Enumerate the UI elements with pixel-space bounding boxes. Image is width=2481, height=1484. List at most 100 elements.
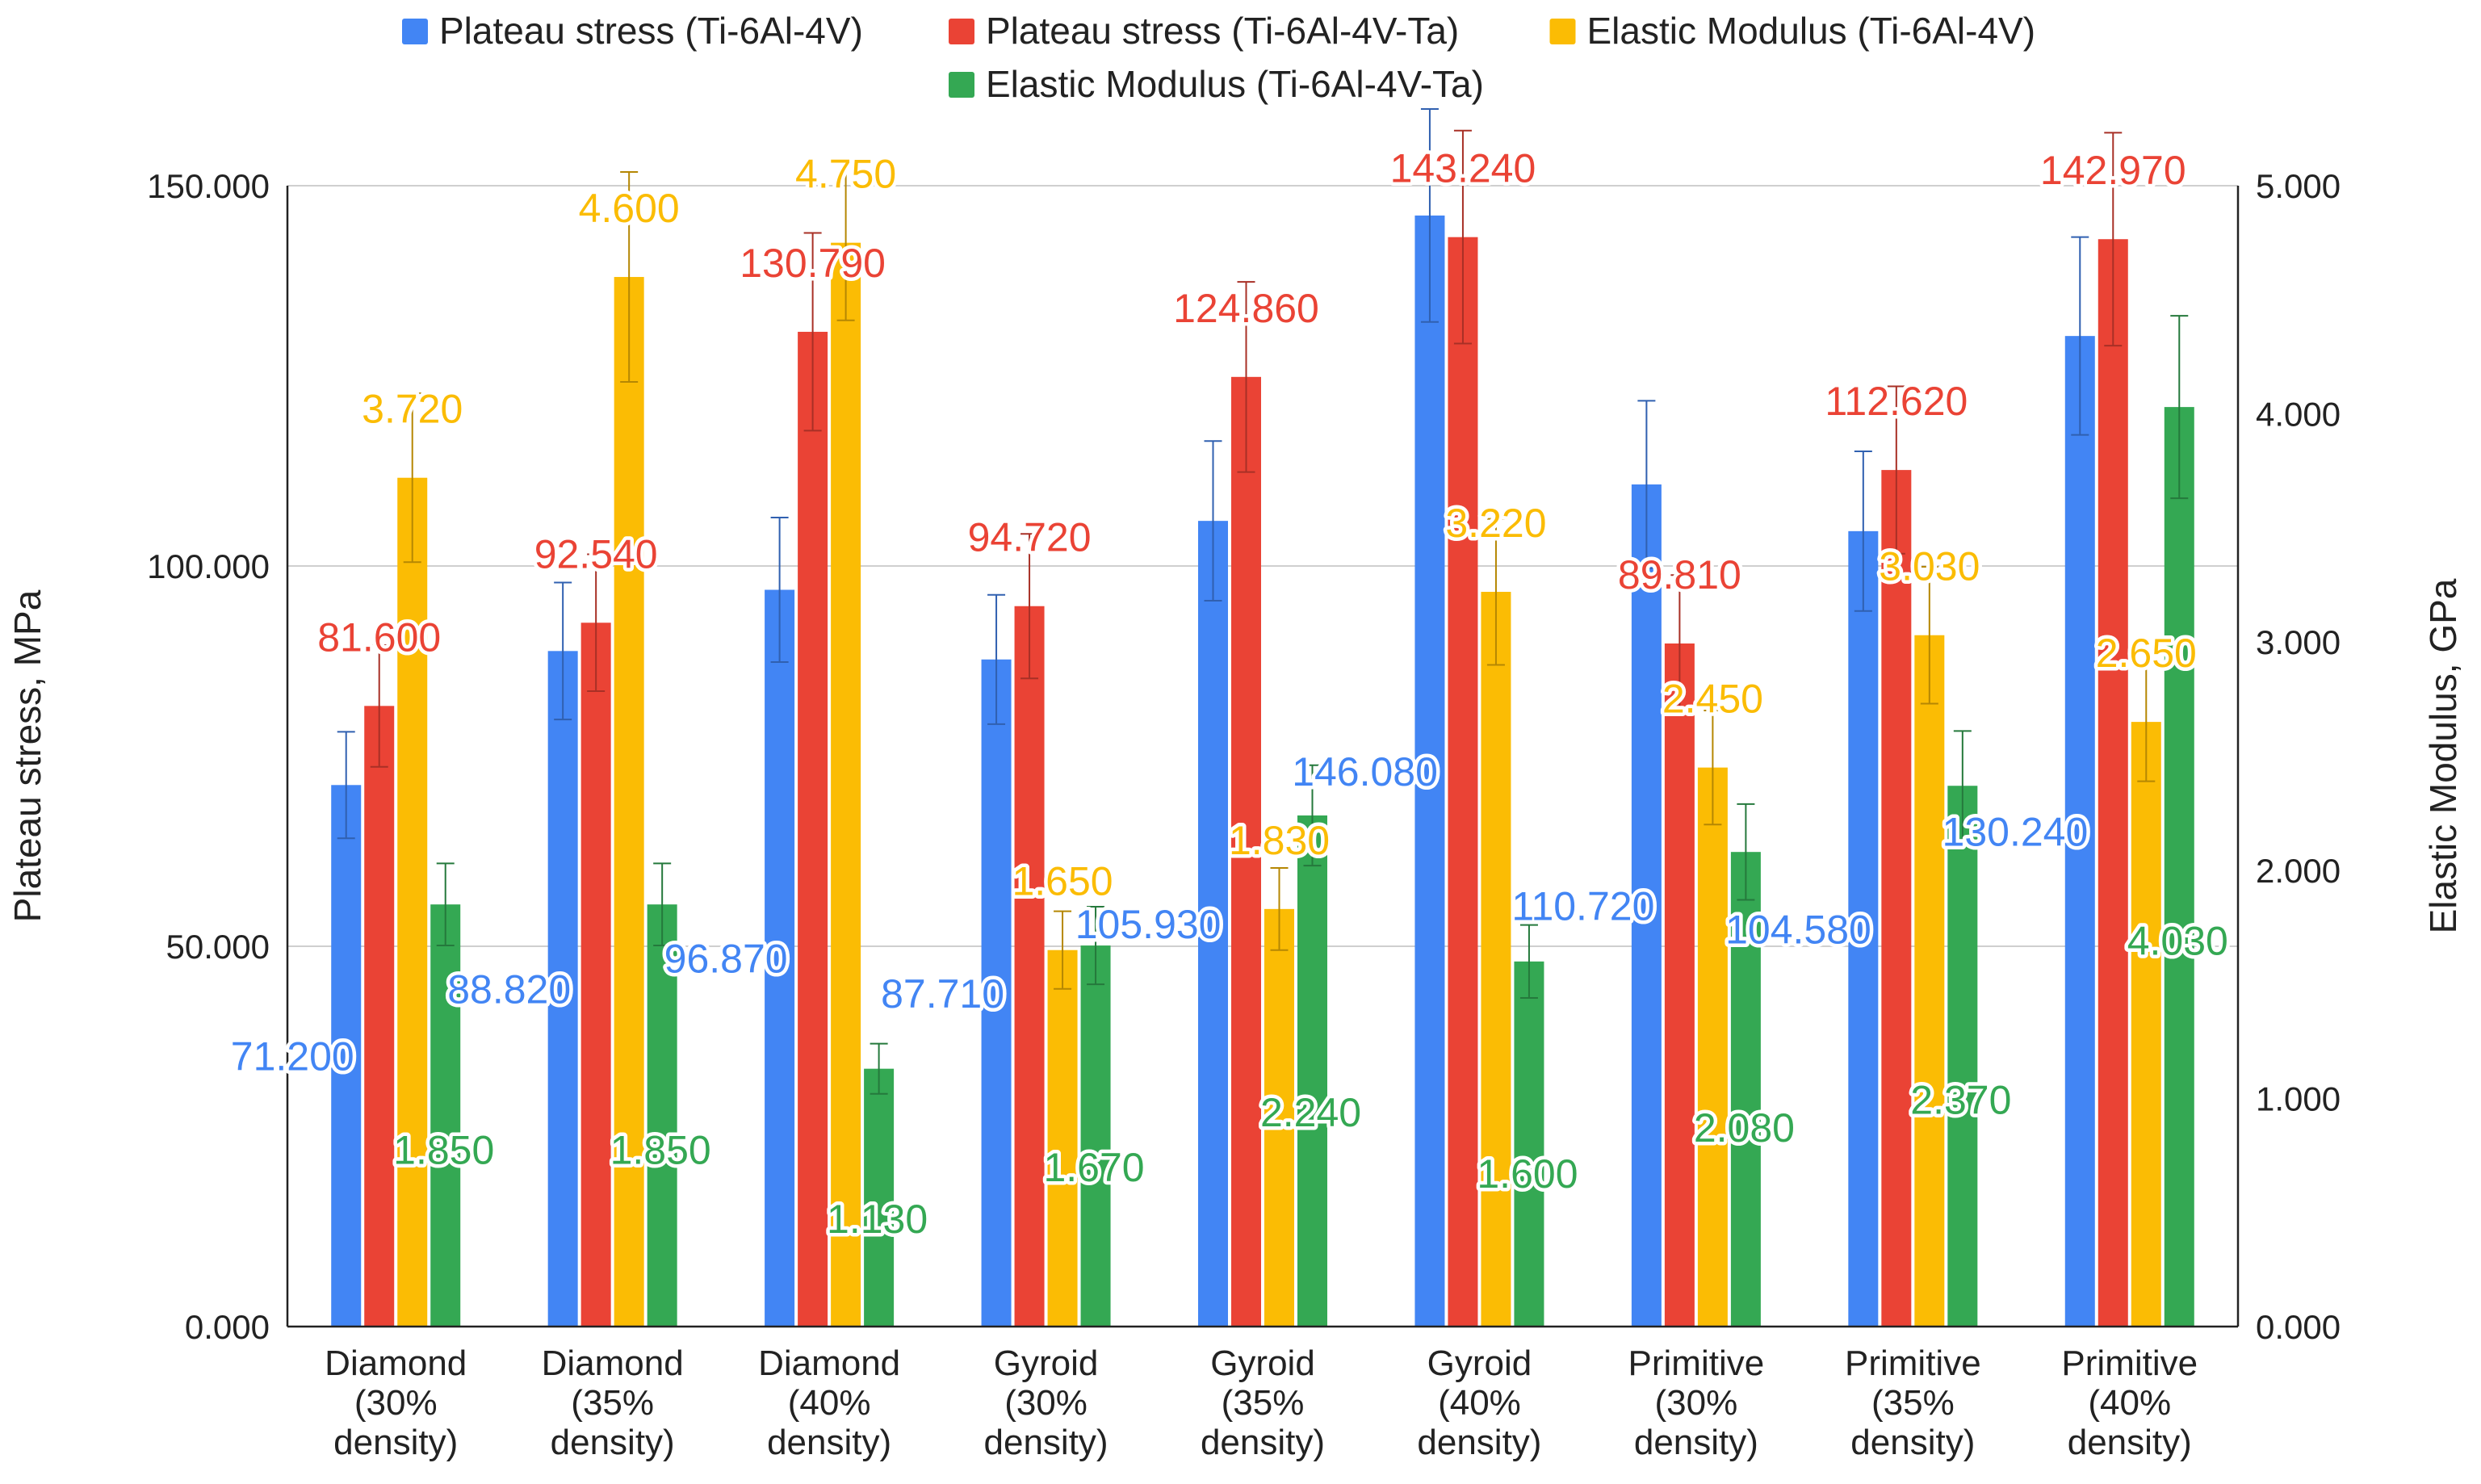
bar — [798, 331, 828, 1327]
y2-tick-label: 3.000 — [2256, 623, 2341, 661]
bar — [1198, 521, 1228, 1327]
data-label: 143.240 — [1390, 146, 1536, 191]
data-label: 88.820 — [447, 967, 571, 1012]
data-label: 105.930 — [1075, 902, 1222, 947]
legend-entry: Plateau stress (Ti-6Al-4V) — [439, 10, 863, 52]
data-label: 130.790 — [740, 241, 886, 286]
bar — [864, 1068, 895, 1327]
data-label: 71.200 — [231, 1034, 354, 1079]
bar — [1014, 606, 1045, 1327]
data-label: 3.030 — [1879, 544, 1980, 589]
data-label: 110.720 — [1511, 884, 1654, 929]
bar — [1631, 484, 1662, 1327]
bar — [1697, 767, 1728, 1327]
y2-tick-label: 5.000 — [2256, 167, 2341, 205]
data-label: 104.580 — [1725, 907, 1871, 952]
data-label: 1.850 — [393, 1127, 494, 1172]
bar — [1297, 815, 1327, 1327]
data-label: 1.830 — [1229, 818, 1330, 863]
bar — [1414, 215, 1445, 1327]
y-axis-title: Plateau stress, MPa — [6, 589, 48, 922]
legend-swatch — [402, 19, 428, 44]
legend-swatch — [949, 72, 974, 98]
bar — [1881, 470, 1912, 1327]
data-label: 3.720 — [362, 387, 463, 432]
data-label: 2.650 — [2096, 631, 2197, 676]
error-bars — [337, 108, 2189, 1095]
data-labels: 71.200 88.820 96.870 87.710 105.930 146.080 11… — [227, 142, 2232, 1245]
bar — [1914, 635, 1945, 1327]
data-label: 1.130 — [827, 1197, 928, 1242]
data-label: 2.240 — [1260, 1090, 1361, 1135]
bar — [647, 904, 677, 1327]
y2-tick-label: 0.000 — [2256, 1308, 2341, 1346]
bar — [364, 706, 395, 1327]
x-tick-label: Primitive (30% density) — [1628, 1344, 1765, 1462]
legend-entry: Elastic Modulus (Ti-6Al-4V) — [1587, 10, 2036, 52]
data-label: 81.600 — [317, 614, 441, 660]
bar — [1730, 852, 1761, 1327]
bar — [2064, 336, 2095, 1327]
data-label: 2.370 — [1910, 1078, 2011, 1123]
x-tick-label: Gyroid (40% density) — [1417, 1344, 1541, 1462]
data-label: 1.850 — [610, 1127, 711, 1172]
bar — [580, 623, 611, 1327]
x-tick-label: Gyroid (30% density) — [984, 1344, 1108, 1462]
data-label: 142.970 — [2040, 148, 2186, 193]
bar — [765, 589, 795, 1327]
y-tick-label: 150.000 — [147, 167, 270, 205]
x-tick-label: Diamond (40% density) — [758, 1344, 900, 1462]
y-tick-label: 100.000 — [147, 547, 270, 585]
data-label: 89.810 — [1618, 552, 1741, 597]
bar — [430, 904, 461, 1327]
bar — [397, 477, 428, 1327]
bars — [331, 215, 2194, 1327]
data-label: 2.450 — [1662, 677, 1763, 722]
x-tick-label: Gyroid (35% density) — [1201, 1344, 1325, 1462]
x-tick-label: Diamond (30% density) — [325, 1344, 467, 1462]
data-label: 87.710 — [881, 971, 1004, 1017]
legend-entry: Elastic Modulus (Ti-6Al-4V-Ta) — [986, 63, 1484, 105]
bar — [1664, 643, 1695, 1327]
bar — [1047, 950, 1078, 1327]
data-label: 92.540 — [534, 531, 658, 576]
data-label: 1.670 — [1043, 1145, 1144, 1190]
y2-tick-label: 1.000 — [2256, 1079, 2341, 1117]
y-tick-label: 0.000 — [185, 1308, 270, 1346]
data-label: 94.720 — [968, 515, 1092, 560]
data-label: 4.600 — [579, 186, 680, 231]
bar — [547, 651, 578, 1327]
x-tick-label: Primitive (40% density) — [2061, 1344, 2198, 1462]
data-label: 4.030 — [2127, 919, 2228, 964]
data-label: 4.750 — [795, 152, 896, 197]
bar — [831, 242, 861, 1327]
axes: 0.000 50.000 100.000 150.000 0.000 1.000 2.000… — [147, 167, 2341, 1462]
gridlines — [287, 185, 2238, 947]
legend-swatch — [1549, 19, 1576, 44]
bar — [2131, 722, 2161, 1327]
bar — [1448, 237, 1478, 1327]
x-tick-label: Primitive (35% density) — [1845, 1344, 1981, 1462]
x-tick-label: Diamond (35% density) — [542, 1344, 684, 1462]
bar — [1514, 961, 1544, 1327]
data-label: 3.220 — [1445, 501, 1546, 546]
data-label: 130.240 — [1942, 810, 2089, 855]
data-label: 1.650 — [1012, 859, 1113, 904]
y2-axis-title: Elastic Modulus, GPa — [2422, 578, 2464, 933]
legend-swatch — [949, 19, 974, 44]
bar — [1481, 592, 1511, 1327]
bar — [1231, 376, 1261, 1327]
data-label: 1.600 — [1477, 1151, 1578, 1197]
bar — [614, 277, 644, 1327]
data-label: 2.080 — [1694, 1105, 1795, 1151]
bar — [331, 785, 362, 1327]
bar — [1848, 530, 1879, 1327]
data-label: 146.080 — [1292, 749, 1438, 794]
y-tick-label: 50.000 — [166, 928, 270, 966]
bar — [2098, 239, 2128, 1327]
legend: Plateau stress (Ti-6Al-4V) Plateau stress… — [402, 10, 2035, 105]
data-label: 96.870 — [664, 937, 788, 982]
legend-entry: Plateau stress (Ti-6Al-4V-Ta) — [986, 10, 1459, 52]
bar — [2164, 407, 2194, 1327]
